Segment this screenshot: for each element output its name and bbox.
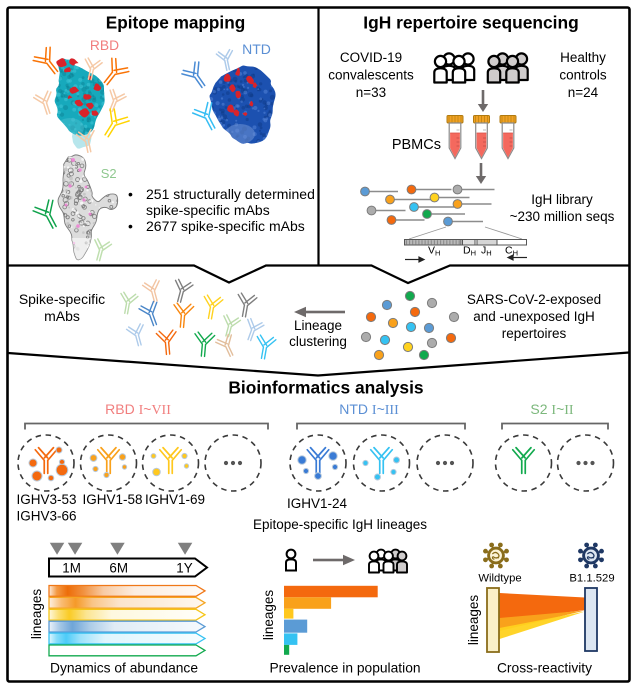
svg-text:Healthy: Healthy	[560, 50, 606, 65]
svg-text:~230 million seqs: ~230 million seqs	[510, 209, 615, 224]
svg-text:lineages: lineages	[261, 590, 276, 641]
svg-text:n=33: n=33	[356, 85, 386, 100]
svg-text:controls: controls	[559, 68, 607, 83]
svg-text:Lineage: Lineage	[294, 318, 342, 333]
svg-text:lineages: lineages	[466, 595, 481, 646]
svg-text:and -unexposed IgH: and -unexposed IgH	[473, 309, 595, 324]
svg-text:•: •	[128, 218, 133, 234]
svg-text:IgH library: IgH library	[531, 192, 593, 207]
svg-text:Epitope-specific IgH lineages: Epitope-specific IgH lineages	[253, 517, 427, 532]
svg-text:RBD: RBD	[90, 38, 119, 53]
svg-text:DH: DH	[463, 245, 476, 258]
svg-text:COVID-19: COVID-19	[340, 50, 402, 65]
svg-text:clustering: clustering	[289, 334, 347, 349]
svg-text:JH: JH	[481, 245, 492, 258]
svg-text:RBD I~VII: RBD I~VII	[105, 401, 171, 418]
svg-text:251 structurally determined: 251 structurally determined	[146, 186, 315, 202]
svg-text:Spike-specific: Spike-specific	[19, 291, 105, 307]
svg-text:n=24: n=24	[568, 85, 599, 100]
svg-text:2677 spike-specific mAbs: 2677 spike-specific mAbs	[146, 218, 305, 234]
svg-text:Cross-reactivity: Cross-reactivity	[497, 661, 592, 676]
svg-text:VH: VH	[428, 245, 440, 258]
svg-text:lineages: lineages	[29, 589, 44, 640]
svg-text:spike-specific mAbs: spike-specific mAbs	[146, 202, 270, 218]
svg-text:IGHV3-53: IGHV3-53	[17, 492, 77, 507]
svg-text:Dynamics of abundance: Dynamics of abundance	[50, 661, 198, 676]
svg-text:•: •	[128, 186, 133, 202]
svg-text:Prevalence in population: Prevalence in population	[269, 661, 420, 676]
svg-text:S2: S2	[101, 166, 117, 181]
svg-text:1Y: 1Y	[176, 561, 192, 576]
svg-text:B1.1.529: B1.1.529	[569, 573, 614, 585]
svg-text:NTD I~III: NTD I~III	[339, 401, 399, 418]
svg-text:IGHV1-69: IGHV1-69	[145, 492, 205, 507]
svg-text:SARS-CoV-2-exposed: SARS-CoV-2-exposed	[467, 292, 601, 307]
svg-text:PBMCs: PBMCs	[392, 137, 441, 153]
svg-text:IGHV1-58: IGHV1-58	[83, 492, 143, 507]
svg-text:convalescents: convalescents	[328, 68, 414, 83]
svg-text:CH: CH	[505, 245, 518, 258]
svg-text:1M: 1M	[62, 561, 81, 576]
svg-text:mAbs: mAbs	[44, 308, 80, 324]
svg-text:repertoires: repertoires	[502, 326, 567, 341]
svg-text:IGHV1-24: IGHV1-24	[287, 496, 348, 511]
svg-text:IGHV3-66: IGHV3-66	[17, 509, 77, 524]
svg-text:Wildtype: Wildtype	[478, 573, 521, 585]
svg-text:IgH repertoire sequencing: IgH repertoire sequencing	[363, 13, 579, 33]
svg-text:NTD: NTD	[242, 41, 271, 57]
svg-text:Epitope mapping: Epitope mapping	[106, 13, 245, 33]
svg-text:S2 I~II: S2 I~II	[530, 401, 574, 418]
svg-text:Bioinformatics analysis: Bioinformatics analysis	[228, 378, 423, 398]
svg-text:6M: 6M	[109, 561, 128, 576]
